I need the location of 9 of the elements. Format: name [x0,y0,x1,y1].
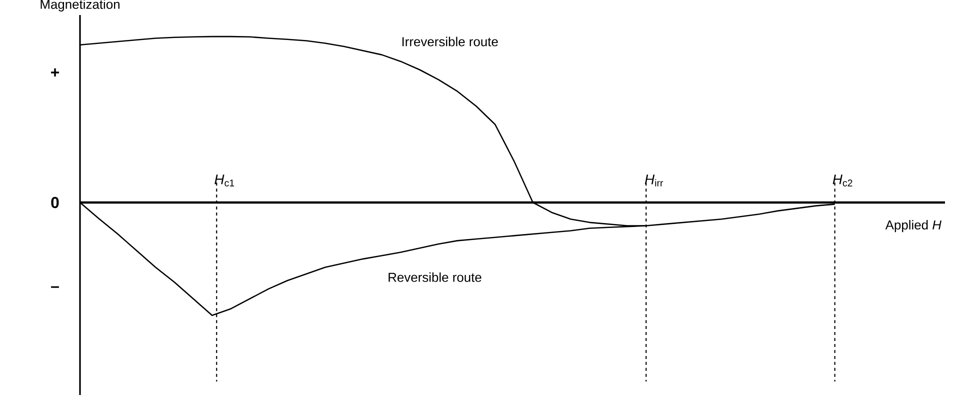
annotation: H$_{irr}$ [644,174,664,186]
annotation: Irreversible route [402,36,498,46]
text: – [51,286,59,288]
annotation: H$_{c1}$ [214,174,234,186]
text: 0 [51,196,59,208]
annotation: H$_{c2}$ [832,174,852,186]
text: + [51,68,59,76]
x-axis-title: Applied H [885,220,942,232]
annotation: Reversible route [388,272,482,282]
